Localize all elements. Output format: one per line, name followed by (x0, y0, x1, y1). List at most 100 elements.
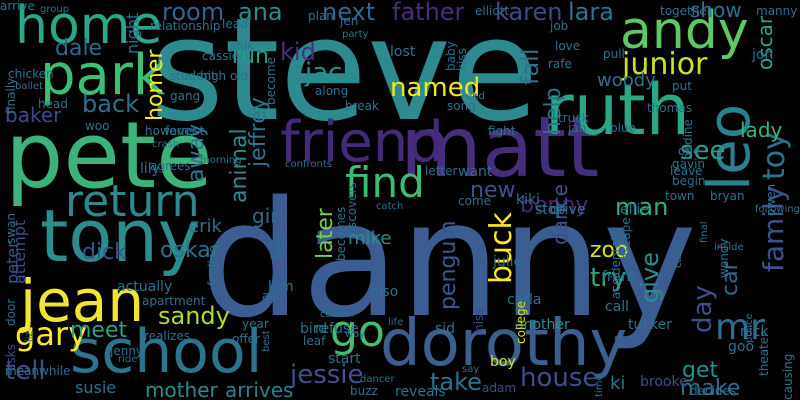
cloud-word-lost: lost (390, 44, 416, 60)
cloud-word-kim: kim (268, 279, 294, 295)
cloud-word-causing: causing (781, 353, 795, 400)
cloud-word-job: job (550, 19, 569, 33)
cloud-word-run: run (232, 44, 269, 69)
cloud-word-student: student (170, 69, 216, 83)
cloud-word-park: park (40, 43, 166, 108)
cloud-word-man: man (615, 193, 669, 221)
cloud-word-another: another (515, 317, 570, 333)
cloud-word-realizes: realizes (144, 329, 191, 343)
cloud-word-matt: matt (400, 98, 600, 196)
cloud-word-steve: steve (150, 0, 539, 153)
cloud-word-kiss: kiss (455, 48, 469, 72)
cloud-word-crash: crash (152, 139, 180, 150)
cloud-word-take: take (430, 368, 482, 396)
cloud-word-see: see (680, 136, 726, 166)
cloud-word-rafe: rafe (548, 57, 572, 71)
cloud-word-home: home (15, 0, 163, 56)
cloud-word-apartment: apartment (142, 294, 206, 308)
cloud-word-tell: tell (5, 356, 46, 386)
cloud-word-start: start (328, 351, 361, 367)
cloud-word-agrees: agrees (150, 159, 191, 173)
cloud-word-year: year (242, 317, 269, 331)
cloud-word-go: go (330, 306, 385, 357)
cloud-word-drive: drive (550, 202, 586, 218)
cloud-word-ride: ride (118, 354, 138, 365)
cloud-word-meet: meet (70, 318, 128, 343)
cloud-word-ruth: ruth (545, 69, 690, 151)
cloud-word-new: new (470, 178, 516, 203)
cloud-word-girl: girl (252, 204, 285, 228)
cloud-word-gang: gang (170, 89, 201, 103)
cloud-word-return: return (65, 176, 200, 227)
cloud-word-adam: adam (482, 381, 517, 395)
cloud-word-named: named (390, 73, 481, 103)
cloud-word-try: try (590, 263, 627, 293)
cloud-word-bird: bird (300, 321, 328, 337)
cloud-word-dale: dale (55, 36, 103, 61)
cloud-word-lead: lead (222, 17, 248, 31)
cloud-word-together: together (660, 4, 712, 18)
cloud-word-fight: fight (488, 124, 516, 138)
cloud-word-zoo: zoo (590, 238, 629, 263)
cloud-word-life: life (388, 317, 404, 328)
cloud-word-time: time (594, 374, 605, 397)
cloud-word-ballet: ballet (15, 81, 44, 92)
cloud-word-head: head (38, 97, 68, 111)
cloud-word-inside: inside (714, 242, 744, 253)
cloud-word-father: father (392, 0, 465, 26)
cloud-word-thomas: thomas (647, 101, 692, 115)
cloud-word-refuse: refuse (315, 321, 359, 337)
cloud-word-julie: julie (493, 254, 523, 270)
cloud-word-cassie: cassie (202, 49, 240, 63)
cloud-word-old: old (230, 69, 249, 83)
cloud-word-along: along (315, 84, 349, 98)
cloud-word-police: police (744, 313, 755, 343)
cloud-word-begin: begin (672, 174, 706, 188)
cloud-word-bryan: bryan (710, 189, 745, 203)
cloud-word-catch: catch (376, 201, 404, 212)
cloud-word-tony: tony (40, 194, 201, 278)
cloud-word-lady: lady (740, 118, 783, 142)
cloud-word-come: come (458, 194, 492, 208)
cloud-word-susie: susie (75, 378, 117, 397)
cloud-word-woody: woody (597, 70, 656, 91)
cloud-word-actually: actually (117, 279, 173, 295)
cloud-word-relationship: relationship (150, 19, 221, 33)
cloud-word-finally: finally (4, 77, 18, 115)
cloud-word-benny: benny (520, 193, 589, 218)
cloud-word-house: house (520, 363, 599, 393)
cloud-word-door: door (4, 299, 18, 327)
cloud-word-theater: theater (757, 332, 771, 377)
cloud-word-swan: swan (4, 213, 18, 245)
cloud-word-decides: decides (690, 384, 737, 398)
cloud-word-kiki: kiki (516, 192, 540, 208)
cloud-word-meanwhile: meanwhile (5, 364, 71, 378)
cloud-word-pete: pete (5, 102, 213, 209)
cloud-word-morning: morning (200, 155, 242, 166)
cloud-word-reveals: reveals (395, 384, 446, 400)
cloud-word-carla: carla (507, 292, 542, 308)
cloud-word-oskar: oskar (160, 238, 220, 263)
cloud-word-blue: blue (610, 121, 636, 135)
cloud-word-letter: letter (425, 164, 458, 178)
cloud-word-show: show (690, 0, 742, 22)
cloud-word-leave: leave (670, 164, 703, 178)
cloud-word-want: want (458, 164, 493, 180)
cloud-word-break: break (345, 99, 379, 113)
cloud-word-ellie: ellie (620, 202, 649, 218)
cloud-word-liz: liz (24, 330, 35, 342)
cloud-word-brooke: brooke (640, 374, 688, 390)
cloud-word-tucker: tucker (628, 317, 673, 333)
cloud-word-karen: karen (495, 0, 563, 26)
cloud-word-love: love (555, 39, 581, 53)
cloud-word-ana: ana (238, 0, 283, 26)
cloud-word-nick: nick (740, 324, 769, 340)
cloud-word-mike: mike (348, 228, 392, 249)
cloud-word-danny: danny (200, 166, 698, 353)
cloud-word-next: next (322, 0, 376, 26)
cloud-word-night: night (123, 12, 142, 54)
cloud-word-truck: truck (558, 111, 589, 125)
cloud-word-put: put (672, 79, 692, 93)
cloud-word-confronts: confronts (285, 159, 332, 170)
